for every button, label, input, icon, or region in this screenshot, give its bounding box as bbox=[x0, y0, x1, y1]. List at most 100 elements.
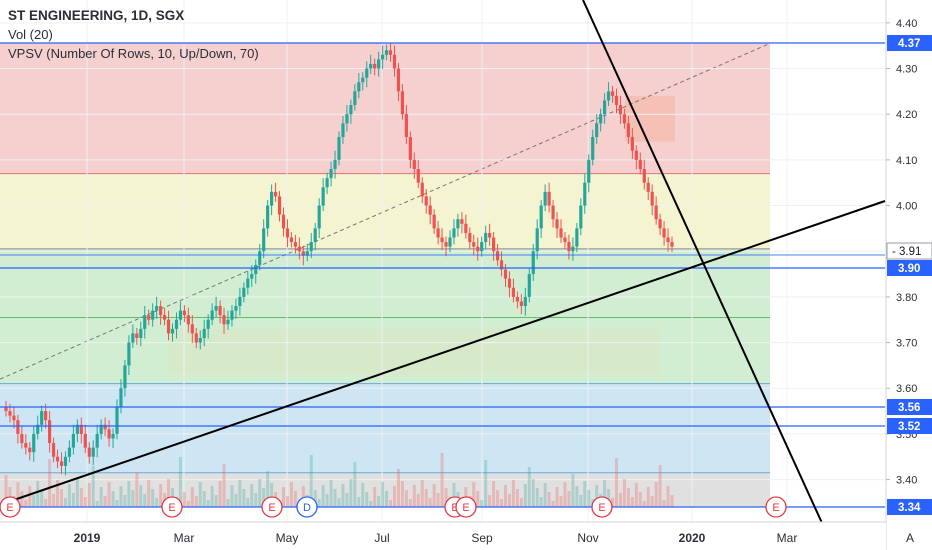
candle-body bbox=[452, 228, 456, 238]
volume-bar bbox=[325, 494, 329, 507]
candle-body bbox=[634, 150, 638, 160]
candle-body bbox=[91, 447, 95, 457]
candle-body bbox=[119, 388, 123, 407]
candle-body bbox=[67, 447, 72, 457]
volume-bar bbox=[4, 475, 8, 507]
volume-bar bbox=[167, 479, 171, 507]
candle-body bbox=[250, 274, 254, 279]
candle-body bbox=[32, 433, 36, 453]
candle-body bbox=[646, 182, 650, 192]
candle-body bbox=[543, 191, 547, 206]
candle-body bbox=[226, 319, 230, 325]
candle-body bbox=[166, 319, 171, 334]
candle-body bbox=[408, 137, 412, 160]
volume-bar bbox=[52, 494, 56, 507]
candle-body bbox=[614, 95, 619, 106]
candle-body bbox=[313, 228, 317, 243]
candle-body bbox=[254, 264, 258, 275]
price-tick-label: 3.40 bbox=[896, 475, 917, 487]
candle-body bbox=[484, 232, 488, 243]
volume-bar bbox=[16, 482, 20, 507]
candle-body bbox=[341, 123, 345, 138]
volume-bar bbox=[436, 493, 440, 507]
candle-body bbox=[48, 420, 52, 444]
chart-legend: ST ENGINEERING, 1D, SGX Vol (20) VPSV (N… bbox=[8, 6, 259, 63]
volume-bar bbox=[531, 479, 535, 507]
candle-body bbox=[507, 278, 512, 288]
time-axis[interactable]: 2019 Mar May Jul Sep Nov 2020 Mar A bbox=[0, 521, 914, 550]
candle-body bbox=[198, 338, 202, 343]
price-tick-label: 3.60 bbox=[896, 383, 917, 395]
candle-body bbox=[412, 159, 416, 169]
candle-body bbox=[258, 251, 262, 265]
volume-bar bbox=[492, 481, 496, 507]
event-marker-label: E bbox=[451, 502, 458, 514]
volume-bar bbox=[198, 482, 202, 507]
volume-bar bbox=[642, 501, 646, 507]
candle-body bbox=[531, 251, 535, 275]
volume-bar bbox=[638, 492, 642, 507]
candle-body bbox=[404, 114, 408, 138]
candle-body bbox=[583, 182, 587, 206]
volume-bar bbox=[515, 489, 519, 507]
time-tick-label: Mar bbox=[174, 531, 195, 545]
candle-body bbox=[503, 269, 508, 279]
candle-body bbox=[135, 333, 139, 338]
price-tick-label: 4.20 bbox=[896, 109, 917, 121]
candle-body bbox=[567, 242, 571, 252]
candle-body bbox=[59, 461, 64, 466]
level-price-label: 3.52 bbox=[898, 421, 920, 433]
volume-bar bbox=[361, 483, 365, 507]
candle-body bbox=[511, 287, 516, 297]
volume-bar bbox=[559, 496, 563, 507]
level-price-tag bbox=[887, 260, 932, 276]
candle-body bbox=[277, 196, 282, 215]
volume-indicator-label[interactable]: Vol (20) bbox=[8, 27, 53, 42]
trend-lines[interactable] bbox=[0, 0, 886, 524]
time-axis-bg bbox=[0, 522, 886, 550]
candle-body bbox=[83, 433, 87, 448]
candle-body bbox=[143, 315, 147, 329]
candle-body bbox=[95, 433, 99, 448]
volume-bar bbox=[389, 500, 393, 507]
time-tick-label: 2020 bbox=[679, 531, 706, 545]
candle-body bbox=[440, 237, 444, 243]
volume-bar bbox=[472, 482, 476, 507]
level-price-tag bbox=[887, 499, 932, 515]
volume-bar bbox=[329, 480, 333, 507]
candle-body bbox=[361, 77, 365, 83]
candle-body bbox=[194, 333, 198, 343]
earnings-marker bbox=[765, 496, 787, 518]
volume-bar bbox=[75, 479, 79, 507]
volume-bar bbox=[337, 498, 341, 507]
candle-body bbox=[8, 411, 12, 416]
volume-bar bbox=[555, 487, 559, 507]
volume-bar bbox=[385, 491, 389, 507]
candle-body bbox=[99, 424, 103, 434]
volume-bar bbox=[424, 489, 428, 507]
candle-body bbox=[575, 228, 579, 247]
volume-bar bbox=[95, 501, 99, 507]
volume-bar bbox=[79, 488, 83, 507]
candle-body bbox=[51, 443, 56, 457]
volume-bar bbox=[44, 499, 48, 507]
earnings-marker bbox=[261, 496, 283, 518]
volume-bar bbox=[63, 498, 67, 507]
vpsv-indicator-label[interactable]: VPSV (Number Of Rows, 10, Up/Down, 70) bbox=[8, 46, 259, 61]
volume-bar bbox=[618, 493, 622, 507]
volume-bar bbox=[345, 493, 349, 507]
candle-body bbox=[285, 228, 290, 238]
candle-body bbox=[603, 100, 607, 115]
candle-body bbox=[333, 159, 337, 169]
candle-body bbox=[392, 54, 397, 69]
volume-bar bbox=[238, 480, 242, 507]
price-axis[interactable]: 4.404.304.204.104.003.903.803.703.603.50… bbox=[885, 0, 932, 550]
level-price-label: 3.56 bbox=[898, 402, 920, 414]
volume-bar bbox=[349, 479, 353, 507]
candle-body bbox=[44, 411, 48, 421]
volume-bar bbox=[567, 491, 571, 507]
candle-body bbox=[317, 205, 321, 229]
volume-bar bbox=[527, 467, 531, 507]
